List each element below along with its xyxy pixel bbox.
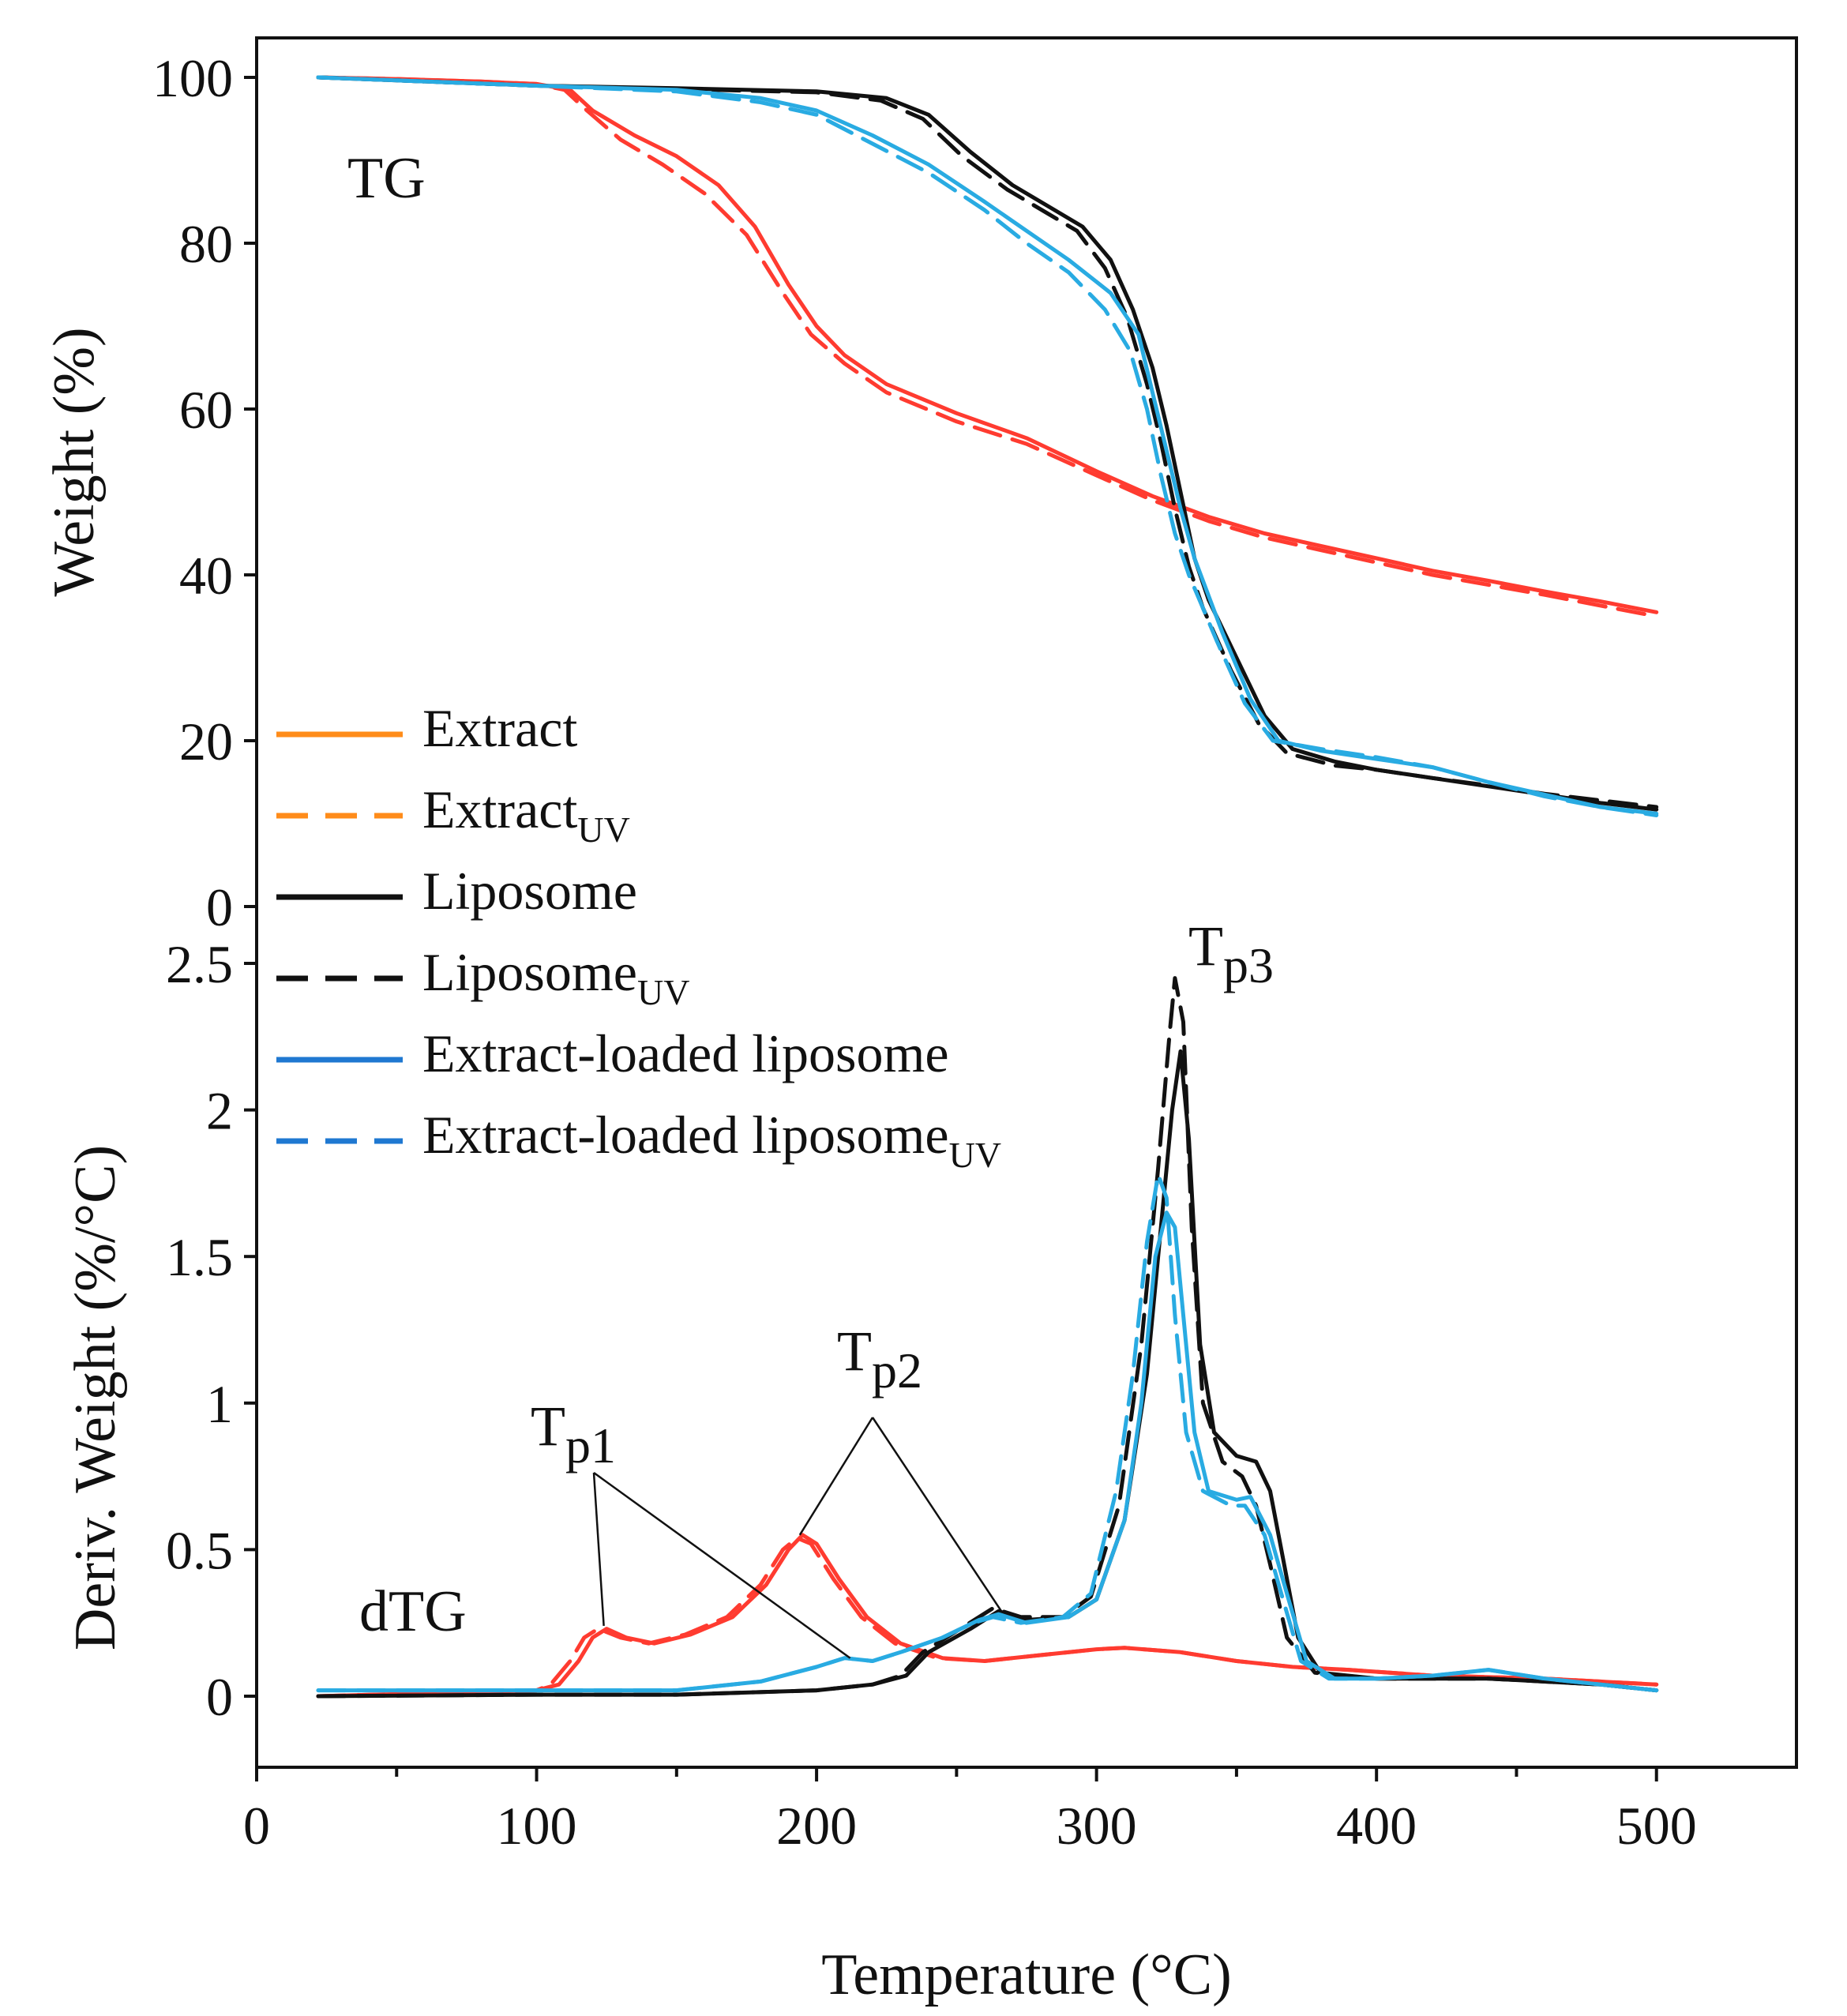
y-tick-label: 2 — [206, 1081, 233, 1141]
x-axis-title: Temperature (°C) — [821, 1943, 1232, 2007]
annotation-pointer-tp1 — [592, 1472, 605, 1626]
legend-label-main: Extract-loaded liposome — [422, 1105, 949, 1165]
plot-frame — [255, 36, 1798, 1769]
series-line-tg-extract-uv — [316, 75, 1659, 618]
legend-label: Extract-loaded liposomeUV — [422, 1105, 1001, 1175]
legend-entry: ExtractUV — [276, 779, 630, 850]
annotation-pointer-tp1 — [593, 1471, 851, 1659]
x-tick-label: 300 — [1057, 1796, 1137, 1856]
y-tick-label: 0 — [206, 877, 233, 937]
x-tick-label: 100 — [497, 1796, 577, 1856]
y-tick-label: 2.5 — [166, 934, 233, 994]
y-tick-label: 1.5 — [166, 1227, 233, 1287]
panel-label-dtg: dTG — [359, 1579, 467, 1644]
annotation-tp1-sub: p1 — [565, 1417, 616, 1474]
panel-label-tg: TG — [347, 146, 426, 211]
peak-annotations: Tp1 Tp2 Tp3 — [531, 914, 1274, 1474]
legend: Extract ExtractUV Liposome LiposomeUV Ex… — [276, 698, 1001, 1175]
legend-entry: Extract — [276, 698, 577, 758]
series-line-tg-liposome-uv — [316, 75, 1659, 809]
legend-label-main: Liposome — [422, 942, 637, 1002]
legend-label: LiposomeUV — [422, 942, 689, 1012]
legend-entry: Extract-loaded liposome — [276, 1023, 949, 1083]
x-tick-label: 500 — [1616, 1796, 1697, 1856]
y-tick-label: 0 — [206, 1667, 233, 1727]
legend-entry: Liposome — [276, 861, 637, 921]
y-tick-label: 80 — [179, 214, 233, 274]
legend-label: Extract — [422, 698, 577, 758]
legend-label: Extract-loaded liposome — [422, 1023, 949, 1083]
annotation-tp2-main: T — [837, 1320, 872, 1383]
series-line-dtg-liposome-uv — [316, 976, 1659, 1699]
legend-label-main: Extract-loaded liposome — [422, 1023, 949, 1083]
x-tick-label: 400 — [1336, 1796, 1417, 1856]
legend-label-main: Liposome — [422, 861, 637, 921]
annotation-pointer-tp2 — [798, 1417, 874, 1536]
annotation-tp3-main: T — [1188, 914, 1223, 978]
y-tick-label: 1 — [206, 1374, 233, 1434]
legend-label: Liposome — [422, 861, 637, 921]
legend-label-sub: UV — [949, 1135, 1001, 1175]
y-tick-label: 0.5 — [166, 1520, 233, 1580]
annotation-tp1-main: T — [531, 1395, 565, 1458]
x-tick-label: 200 — [776, 1796, 857, 1856]
legend-label-main: Extract — [422, 779, 577, 839]
legend-entry: Extract-loaded liposomeUV — [276, 1105, 1001, 1175]
legend-entry: LiposomeUV — [276, 942, 689, 1012]
legend-label-sub: UV — [577, 809, 629, 850]
series-line-tg-extract — [316, 75, 1659, 614]
series-line-dtg-extract-uv — [316, 1536, 1659, 1699]
annotation-tp1: Tp1 — [531, 1395, 616, 1474]
y-tick-label: 40 — [179, 546, 233, 606]
series-line-tg-extract-loaded-liposome-uv — [316, 75, 1659, 817]
data-series — [316, 75, 1659, 1699]
series-line-dtg-extract-loaded-liposome — [316, 1211, 1659, 1693]
tick-labels: 0 100 200 300 400 500 0 20 40 60 80 100 0 0.5 1 1.5 2 2.5 — [152, 48, 1697, 1856]
annotation-tp2-sub: p2 — [872, 1342, 922, 1398]
y-axis-title-tg: Weight (%) — [42, 327, 107, 596]
annotation-tp2: Tp2 — [837, 1320, 922, 1398]
tick-marks — [244, 76, 1658, 1781]
legend-label: ExtractUV — [422, 779, 630, 850]
legend-label-sub: UV — [637, 972, 689, 1012]
annotation-pointer-tp2 — [871, 1417, 1003, 1612]
annotation-tp3: Tp3 — [1188, 914, 1274, 993]
annotation-tp3-sub: p3 — [1223, 937, 1274, 993]
y-tick-label: 100 — [152, 48, 233, 108]
y-tick-label: 60 — [179, 380, 233, 440]
x-tick-label: 0 — [243, 1796, 270, 1856]
series-line-dtg-extract-loaded-liposome-uv — [316, 1172, 1659, 1693]
y-axis-title-dtg: Deriv. Weight (%/°C) — [63, 1145, 128, 1650]
y-tick-label: 20 — [179, 711, 233, 771]
legend-label-main: Extract — [422, 698, 577, 758]
